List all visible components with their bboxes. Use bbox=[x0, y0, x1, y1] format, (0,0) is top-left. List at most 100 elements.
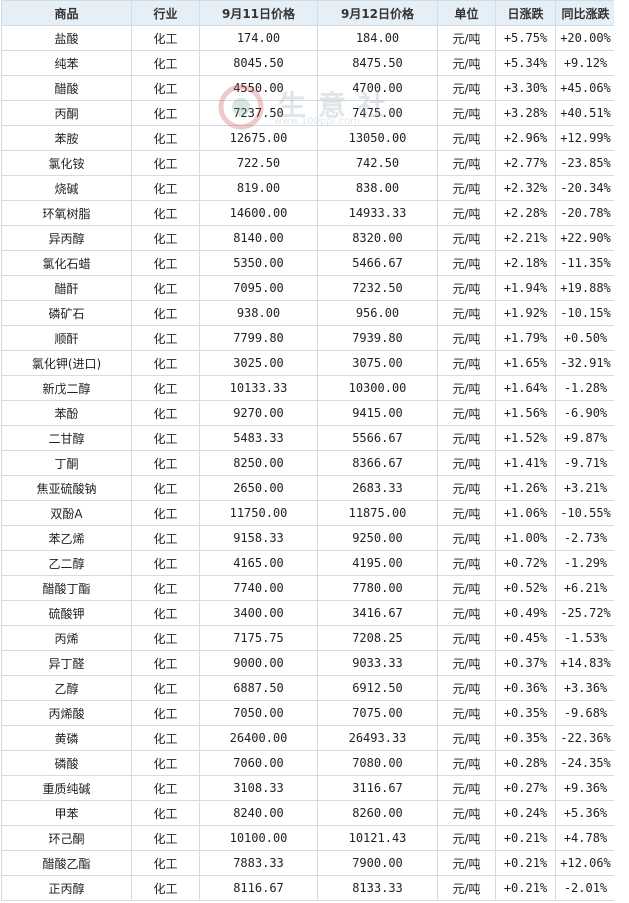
price-sep11-cell: 3400.00 bbox=[199, 600, 318, 626]
daily-change-cell: +0.21% bbox=[495, 875, 556, 901]
product-name-cell[interactable]: 双酚A bbox=[1, 500, 132, 526]
daily-change-cell: +0.37% bbox=[495, 650, 556, 676]
table-row: 环己酮 化工 10100.00 10121.43 元/吨 +0.21% +4.78% bbox=[1, 825, 616, 851]
product-name-cell[interactable]: 苯酚 bbox=[1, 400, 132, 426]
price-sep11-cell: 8045.50 bbox=[199, 50, 318, 76]
price-sep11-cell: 12675.00 bbox=[199, 125, 318, 151]
table-row: 磷矿石 化工 938.00 956.00 元/吨 +1.92% -10.15% bbox=[1, 300, 616, 326]
price-sep12-cell: 13050.00 bbox=[317, 125, 438, 151]
daily-change-cell: +0.27% bbox=[495, 775, 556, 801]
industry-cell: 化工 bbox=[131, 675, 200, 701]
table-row: 苯乙烯 化工 9158.33 9250.00 元/吨 +1.00% -2.73% bbox=[1, 525, 616, 551]
daily-change-cell: +5.75% bbox=[495, 25, 556, 51]
industry-cell: 化工 bbox=[131, 875, 200, 901]
product-name-cell[interactable]: 氯化铵 bbox=[1, 150, 132, 176]
daily-change-cell: +0.24% bbox=[495, 800, 556, 826]
yoy-change-cell: -10.55% bbox=[555, 500, 616, 526]
industry-cell: 化工 bbox=[131, 625, 200, 651]
product-name-cell[interactable]: 顺酐 bbox=[1, 325, 132, 351]
industry-cell: 化工 bbox=[131, 250, 200, 276]
industry-cell: 化工 bbox=[131, 425, 200, 451]
yoy-change-cell: -25.72% bbox=[555, 600, 616, 626]
header-daily-change: 日涨跌 bbox=[495, 0, 556, 26]
table-row: 醋酐 化工 7095.00 7232.50 元/吨 +1.94% +19.88% bbox=[1, 275, 616, 301]
product-name-cell[interactable]: 二甘醇 bbox=[1, 425, 132, 451]
price-sep11-cell: 9000.00 bbox=[199, 650, 318, 676]
table-row: 丁酮 化工 8250.00 8366.67 元/吨 +1.41% -9.71% bbox=[1, 450, 616, 476]
price-sep11-cell: 8140.00 bbox=[199, 225, 318, 251]
product-name-cell[interactable]: 硫酸钾 bbox=[1, 600, 132, 626]
yoy-change-cell: -10.15% bbox=[555, 300, 616, 326]
table-header: 商品 行业 9月11日价格 9月12日价格 单位 日涨跌 同比涨跌 bbox=[1, 0, 616, 26]
price-sep11-cell: 7175.75 bbox=[199, 625, 318, 651]
product-name-cell[interactable]: 环氧树脂 bbox=[1, 200, 132, 226]
product-name-cell[interactable]: 正丙醇 bbox=[1, 875, 132, 901]
unit-cell: 元/吨 bbox=[437, 200, 496, 226]
industry-cell: 化工 bbox=[131, 725, 200, 751]
product-name-cell[interactable]: 丙烯酸 bbox=[1, 700, 132, 726]
price-sep12-cell: 5566.67 bbox=[317, 425, 438, 451]
yoy-change-cell: -6.90% bbox=[555, 400, 616, 426]
price-sep11-cell: 8116.67 bbox=[199, 875, 318, 901]
unit-cell: 元/吨 bbox=[437, 650, 496, 676]
table-row: 硫酸钾 化工 3400.00 3416.67 元/吨 +0.49% -25.72% bbox=[1, 600, 616, 626]
product-name-cell[interactable]: 新戊二醇 bbox=[1, 375, 132, 401]
product-name-cell[interactable]: 焦亚硫酸钠 bbox=[1, 475, 132, 501]
price-sep12-cell: 11875.00 bbox=[317, 500, 438, 526]
industry-cell: 化工 bbox=[131, 375, 200, 401]
yoy-change-cell: +20.00% bbox=[555, 25, 616, 51]
product-name-cell[interactable]: 黄磷 bbox=[1, 725, 132, 751]
unit-cell: 元/吨 bbox=[437, 525, 496, 551]
product-name-cell[interactable]: 丙烯 bbox=[1, 625, 132, 651]
daily-change-cell: +0.35% bbox=[495, 700, 556, 726]
product-name-cell[interactable]: 丙酮 bbox=[1, 100, 132, 126]
industry-cell: 化工 bbox=[131, 275, 200, 301]
table-row: 异丙醇 化工 8140.00 8320.00 元/吨 +2.21% +22.90% bbox=[1, 225, 616, 251]
table-row: 丙酮 化工 7237.50 7475.00 元/吨 +3.28% +40.51% bbox=[1, 100, 616, 126]
product-name-cell[interactable]: 磷矿石 bbox=[1, 300, 132, 326]
product-name-cell[interactable]: 异丁醛 bbox=[1, 650, 132, 676]
product-name-cell[interactable]: 纯苯 bbox=[1, 50, 132, 76]
product-name-cell[interactable]: 醋酸乙酯 bbox=[1, 850, 132, 876]
product-name-cell[interactable]: 重质纯碱 bbox=[1, 775, 132, 801]
price-sep12-cell: 3075.00 bbox=[317, 350, 438, 376]
unit-cell: 元/吨 bbox=[437, 300, 496, 326]
product-name-cell[interactable]: 氯化钾(进口) bbox=[1, 350, 132, 376]
yoy-change-cell: -9.71% bbox=[555, 450, 616, 476]
price-sep12-cell: 838.00 bbox=[317, 175, 438, 201]
industry-cell: 化工 bbox=[131, 825, 200, 851]
price-sep12-cell: 7780.00 bbox=[317, 575, 438, 601]
header-price-sep12: 9月12日价格 bbox=[317, 0, 438, 26]
product-name-cell[interactable]: 盐酸 bbox=[1, 25, 132, 51]
price-sep11-cell: 8250.00 bbox=[199, 450, 318, 476]
price-sep11-cell: 819.00 bbox=[199, 175, 318, 201]
product-name-cell[interactable]: 磷酸 bbox=[1, 750, 132, 776]
product-name-cell[interactable]: 苯乙烯 bbox=[1, 525, 132, 551]
unit-cell: 元/吨 bbox=[437, 275, 496, 301]
table-row: 醋酸乙酯 化工 7883.33 7900.00 元/吨 +0.21% +12.06% bbox=[1, 850, 616, 876]
product-name-cell[interactable]: 异丙醇 bbox=[1, 225, 132, 251]
price-sep11-cell: 4165.00 bbox=[199, 550, 318, 576]
page-right-margin bbox=[614, 0, 629, 903]
unit-cell: 元/吨 bbox=[437, 125, 496, 151]
product-name-cell[interactable]: 苯胺 bbox=[1, 125, 132, 151]
product-name-cell[interactable]: 醋酐 bbox=[1, 275, 132, 301]
product-name-cell[interactable]: 氯化石蜡 bbox=[1, 250, 132, 276]
product-name-cell[interactable]: 丁酮 bbox=[1, 450, 132, 476]
product-name-cell[interactable]: 甲苯 bbox=[1, 800, 132, 826]
commodity-price-table: 商品 行业 9月11日价格 9月12日价格 单位 日涨跌 同比涨跌 盐酸 化工 17… bbox=[1, 0, 616, 901]
daily-change-cell: +0.21% bbox=[495, 850, 556, 876]
yoy-change-cell: +12.99% bbox=[555, 125, 616, 151]
product-name-cell[interactable]: 烧碱 bbox=[1, 175, 132, 201]
price-sep12-cell: 4195.00 bbox=[317, 550, 438, 576]
product-name-cell[interactable]: 乙醇 bbox=[1, 675, 132, 701]
product-name-cell[interactable]: 乙二醇 bbox=[1, 550, 132, 576]
product-name-cell[interactable]: 醋酸 bbox=[1, 75, 132, 101]
price-sep11-cell: 7050.00 bbox=[199, 700, 318, 726]
price-sep11-cell: 7095.00 bbox=[199, 275, 318, 301]
price-sep12-cell: 7475.00 bbox=[317, 100, 438, 126]
product-name-cell[interactable]: 醋酸丁酯 bbox=[1, 575, 132, 601]
yoy-change-cell: -2.73% bbox=[555, 525, 616, 551]
yoy-change-cell: -32.91% bbox=[555, 350, 616, 376]
product-name-cell[interactable]: 环己酮 bbox=[1, 825, 132, 851]
